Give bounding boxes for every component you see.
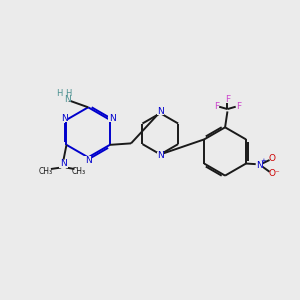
Bar: [61, 115, 68, 122]
Text: N: N: [157, 107, 164, 116]
Text: CH₃: CH₃: [39, 167, 53, 176]
Text: H: H: [56, 89, 63, 98]
Text: F: F: [236, 102, 241, 111]
Bar: [61, 93, 71, 101]
Bar: [109, 115, 116, 122]
Bar: [59, 160, 68, 168]
Text: H: H: [65, 89, 72, 98]
Bar: [256, 161, 263, 169]
Text: N: N: [157, 151, 164, 160]
Text: N: N: [61, 114, 68, 123]
Text: CH₃: CH₃: [72, 167, 86, 176]
Text: N: N: [109, 114, 116, 123]
Text: +: +: [260, 158, 266, 164]
Text: O⁻: O⁻: [269, 169, 281, 178]
Text: N: N: [256, 160, 262, 169]
Text: N: N: [85, 155, 92, 164]
Text: O: O: [269, 154, 276, 163]
Text: F: F: [214, 102, 219, 111]
Text: N: N: [60, 160, 67, 169]
Bar: [157, 152, 164, 160]
Text: N: N: [64, 95, 71, 104]
Bar: [157, 108, 164, 116]
Bar: [85, 156, 92, 164]
Text: F: F: [225, 95, 230, 104]
